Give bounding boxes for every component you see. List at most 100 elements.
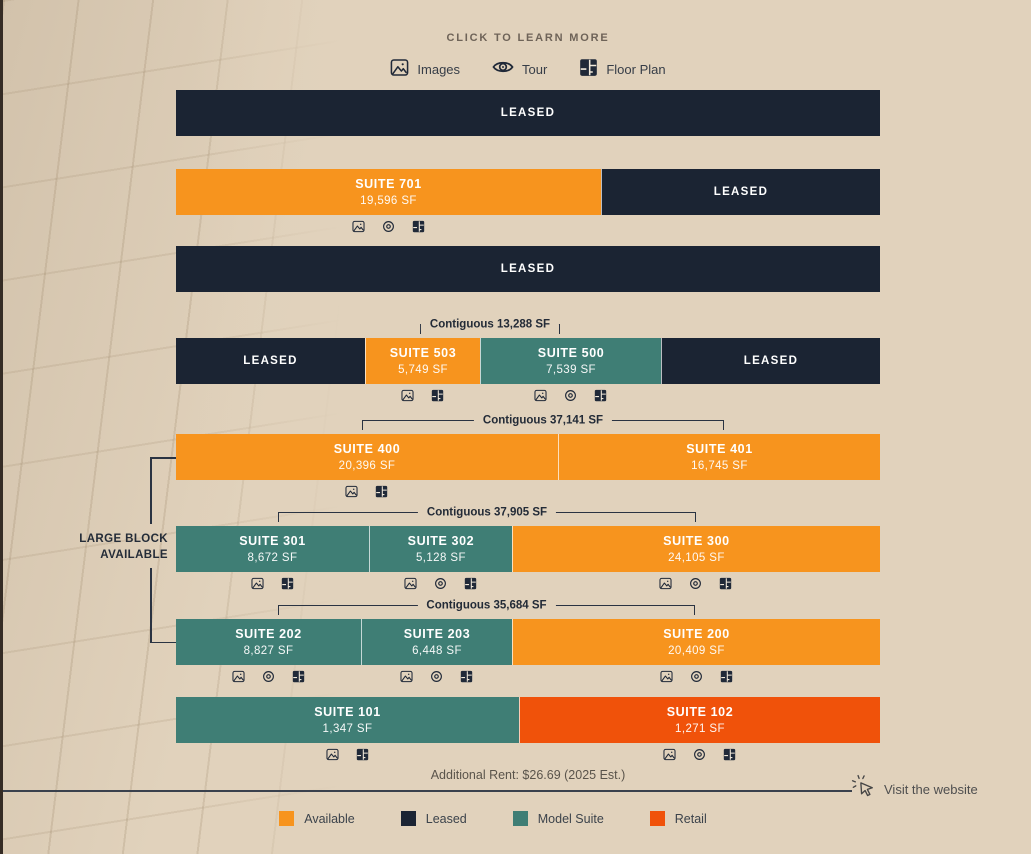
tour-icon: [492, 56, 514, 83]
tour-icon[interactable]: [689, 577, 702, 590]
leased-segment: LEASED: [601, 169, 880, 215]
tour-icon[interactable]: [382, 220, 395, 233]
photo-edge-strip: [0, 0, 3, 854]
icon-key-label: Images: [417, 62, 461, 77]
suite-400-segment[interactable]: SUITE 400 20,396 SF: [176, 434, 558, 480]
leased-swatch: [400, 811, 416, 826]
suite-500-segment[interactable]: SUITE 500 7,539 SF: [480, 338, 662, 384]
retail-swatch: [649, 811, 665, 826]
floor-5: LEASED SUITE 503 5,749 SF SUITE 500 7,539 SF…: [176, 338, 880, 384]
suite-300-actions: [636, 576, 756, 591]
suite-area: 7,539 SF: [546, 364, 596, 376]
floorplan-icon[interactable]: [720, 670, 733, 683]
floorplan-icon[interactable]: [375, 485, 388, 498]
images-icon[interactable]: [404, 577, 417, 590]
floorplan-icon[interactable]: [356, 748, 369, 761]
suite-302-segment[interactable]: SUITE 302 5,128 SF: [368, 526, 512, 572]
suite-area: 5,128 SF: [416, 552, 466, 564]
floorplan-icon[interactable]: [412, 220, 425, 233]
suite-area: 24,105 SF: [668, 552, 725, 564]
suite-701-actions: [329, 219, 449, 234]
suite-area: 8,672 SF: [247, 552, 298, 564]
suite-503-actions: [363, 388, 483, 403]
leased-label: LEASED: [713, 186, 769, 198]
suite-name: SUITE 301: [239, 534, 306, 548]
floor-8: LEASED: [176, 90, 880, 136]
tour-icon[interactable]: [693, 748, 706, 761]
images-icon[interactable]: [401, 389, 414, 402]
icon-key-item-images: Images: [390, 58, 460, 82]
suite-101-actions: [287, 747, 407, 762]
tour-icon[interactable]: [262, 670, 275, 683]
suite-701-segment[interactable]: SUITE 701 19,596 SF: [176, 169, 601, 215]
legend-label: Model Suite: [537, 811, 604, 826]
images-icon[interactable]: [659, 577, 673, 590]
suite-name: SUITE 500: [537, 346, 605, 360]
images-icon[interactable]: [352, 220, 365, 233]
floorplan-icon[interactable]: [460, 670, 473, 683]
suite-301-segment[interactable]: SUITE 301 8,672 SF: [176, 526, 369, 572]
suite-102-segment[interactable]: SUITE 102 1,271 SF: [518, 697, 880, 743]
suite-301-actions: [212, 576, 332, 591]
suite-200-actions: [636, 669, 756, 684]
images-icon: [390, 58, 409, 82]
suite-101-segment[interactable]: SUITE 101 1,347 SF: [176, 697, 519, 743]
images-icon[interactable]: [534, 389, 547, 402]
images-icon[interactable]: [251, 577, 264, 590]
contiguous-bracket: Contiguous 37,905 SF: [278, 506, 696, 522]
suite-203-actions: [377, 669, 497, 684]
model_suite-swatch: [512, 811, 528, 826]
suite-area: 20,409 SF: [668, 645, 725, 657]
footer-divider: [0, 790, 852, 792]
suite-202-segment[interactable]: SUITE 202 8,827 SF: [176, 619, 361, 665]
contiguous-label: Contiguous 35,684 SF: [417, 599, 556, 612]
images-icon[interactable]: [326, 748, 339, 761]
tour-icon[interactable]: [430, 670, 443, 683]
suite-area: 20,396 SF: [338, 460, 396, 472]
suite-200-segment[interactable]: SUITE 200 20,409 SF: [512, 619, 880, 665]
suite-202-actions: [209, 669, 329, 684]
suite-500-actions: [511, 388, 631, 403]
building-photo-background: [3, 0, 353, 854]
floorplan-icon[interactable]: [594, 389, 607, 402]
suite-401-segment[interactable]: SUITE 401 16,745 SF: [557, 434, 880, 480]
suite-name: SUITE 401: [686, 442, 753, 456]
images-icon[interactable]: [232, 670, 245, 683]
suite-area: 1,347 SF: [322, 723, 373, 735]
suite-name: SUITE 102: [666, 705, 734, 719]
visit-website-link[interactable]: Visit the website: [851, 774, 978, 802]
contiguous-label: Contiguous 13,288 SF: [420, 318, 560, 331]
images-icon[interactable]: [663, 748, 676, 761]
floorplan-icon[interactable]: [281, 577, 294, 590]
large-block-bracket-line: [150, 457, 152, 524]
suite-name: SUITE 503: [389, 346, 457, 360]
suite-area: 6,448 SF: [412, 645, 462, 657]
suite-400-actions: [307, 484, 427, 499]
images-icon[interactable]: [659, 670, 673, 683]
leased-segment: LEASED: [661, 338, 880, 384]
tour-icon[interactable]: [564, 389, 577, 402]
icon-key-item-floorplan: Floor Plan: [579, 58, 666, 82]
additional-rent-note: Additional Rent: $26.69 (2025 Est.): [430, 768, 626, 782]
floorplan-icon[interactable]: [464, 577, 477, 590]
contiguous-bracket: Contiguous 37,141 SF: [362, 414, 724, 430]
leased-label: LEASED: [743, 355, 799, 367]
tour-icon[interactable]: [434, 577, 447, 590]
floorplan-icon[interactable]: [719, 577, 732, 590]
suite-203-segment[interactable]: SUITE 203 6,448 SF: [361, 619, 512, 665]
leased-segment: LEASED: [176, 90, 880, 136]
suite-area: 1,271 SF: [675, 723, 725, 735]
suite-503-segment[interactable]: SUITE 503 5,749 SF: [365, 338, 481, 384]
suite-300-segment[interactable]: SUITE 300 24,105 SF: [511, 526, 880, 572]
legend-label: Leased: [425, 811, 467, 826]
images-icon[interactable]: [345, 485, 359, 498]
floorplan-icon[interactable]: [431, 389, 444, 402]
floorplan-icon[interactable]: [292, 670, 305, 683]
floorplan-icon[interactable]: [723, 748, 736, 761]
contiguous-bracket: Contiguous 13,288 SF: [420, 318, 560, 334]
large-block-line1: LARGE BLOCK: [79, 533, 168, 545]
images-icon[interactable]: [400, 670, 413, 683]
floor-4: SUITE 400 20,396 SF SUITE 401 16,745 SF: [176, 434, 880, 480]
tour-icon[interactable]: [690, 670, 703, 683]
